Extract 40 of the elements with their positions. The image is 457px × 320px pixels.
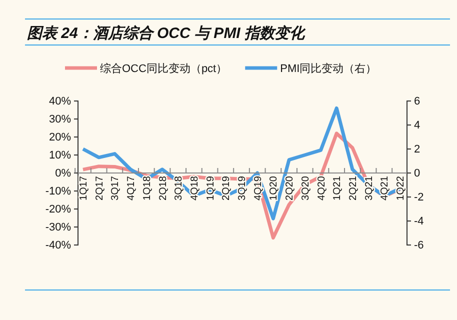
y-tick-label: 40% xyxy=(48,96,72,108)
y2-tick-label: -6 xyxy=(414,240,424,252)
y-tick-label: 20% xyxy=(48,132,72,144)
y-tick-label: 0% xyxy=(55,168,72,180)
legend-label: PMI同比变动（右） xyxy=(280,62,377,75)
y2-tick-label: -2 xyxy=(414,192,424,204)
x-tick-label: 2Q21 xyxy=(348,176,359,200)
x-tick-label: 1Q19 xyxy=(205,176,216,200)
x-tick-label: 3Q19 xyxy=(237,176,248,200)
x-tick-label: 2Q19 xyxy=(221,176,232,200)
x-tick-label: 3Q17 xyxy=(110,176,122,200)
x-tick-label: 1Q20 xyxy=(268,176,280,200)
y-tick-label: 30% xyxy=(48,114,72,126)
y-tick-label: -30% xyxy=(45,222,72,234)
x-tick-label: 2Q17 xyxy=(94,176,106,200)
x-tick-label: 4Q17 xyxy=(126,176,138,200)
x-tick-label: 2Q20 xyxy=(284,176,296,200)
x-tick-label: 3Q20 xyxy=(300,176,312,200)
y2-tick-label: 2 xyxy=(414,144,420,156)
x-tick-label: 3Q21 xyxy=(364,176,375,200)
x-tick-label: 1Q17 xyxy=(78,176,90,200)
y-tick-label: -40% xyxy=(45,240,72,252)
legend-label: 综合OCC同比变动（pct） xyxy=(100,62,228,75)
x-tick-label: 1Q22 xyxy=(396,176,406,200)
x-tick-label: 3Q18 xyxy=(174,176,185,200)
x-tick-label: 4Q19 xyxy=(252,176,264,200)
y2-tick-label: 0 xyxy=(414,168,420,180)
x-tick-label: 1Q21 xyxy=(332,176,344,200)
y-tick-label: -10% xyxy=(45,186,72,198)
chart-title: 图表 24：酒店综合 OCC 与 PMI 指数变化 xyxy=(27,24,307,42)
x-tick-label: 4Q18 xyxy=(189,176,200,200)
x-tick-label: 4Q20 xyxy=(316,176,328,200)
y2-tick-label: 6 xyxy=(414,96,420,108)
y2-tick-label: 4 xyxy=(414,120,420,132)
y2-tick-label: -4 xyxy=(414,216,424,228)
x-tick-label: 2Q18 xyxy=(158,176,169,200)
x-tick-label: 1Q18 xyxy=(142,176,153,200)
y-tick-label: -20% xyxy=(45,204,72,216)
x-tick-label: 4Q21 xyxy=(380,176,391,200)
y-tick-label: 10% xyxy=(48,150,72,162)
